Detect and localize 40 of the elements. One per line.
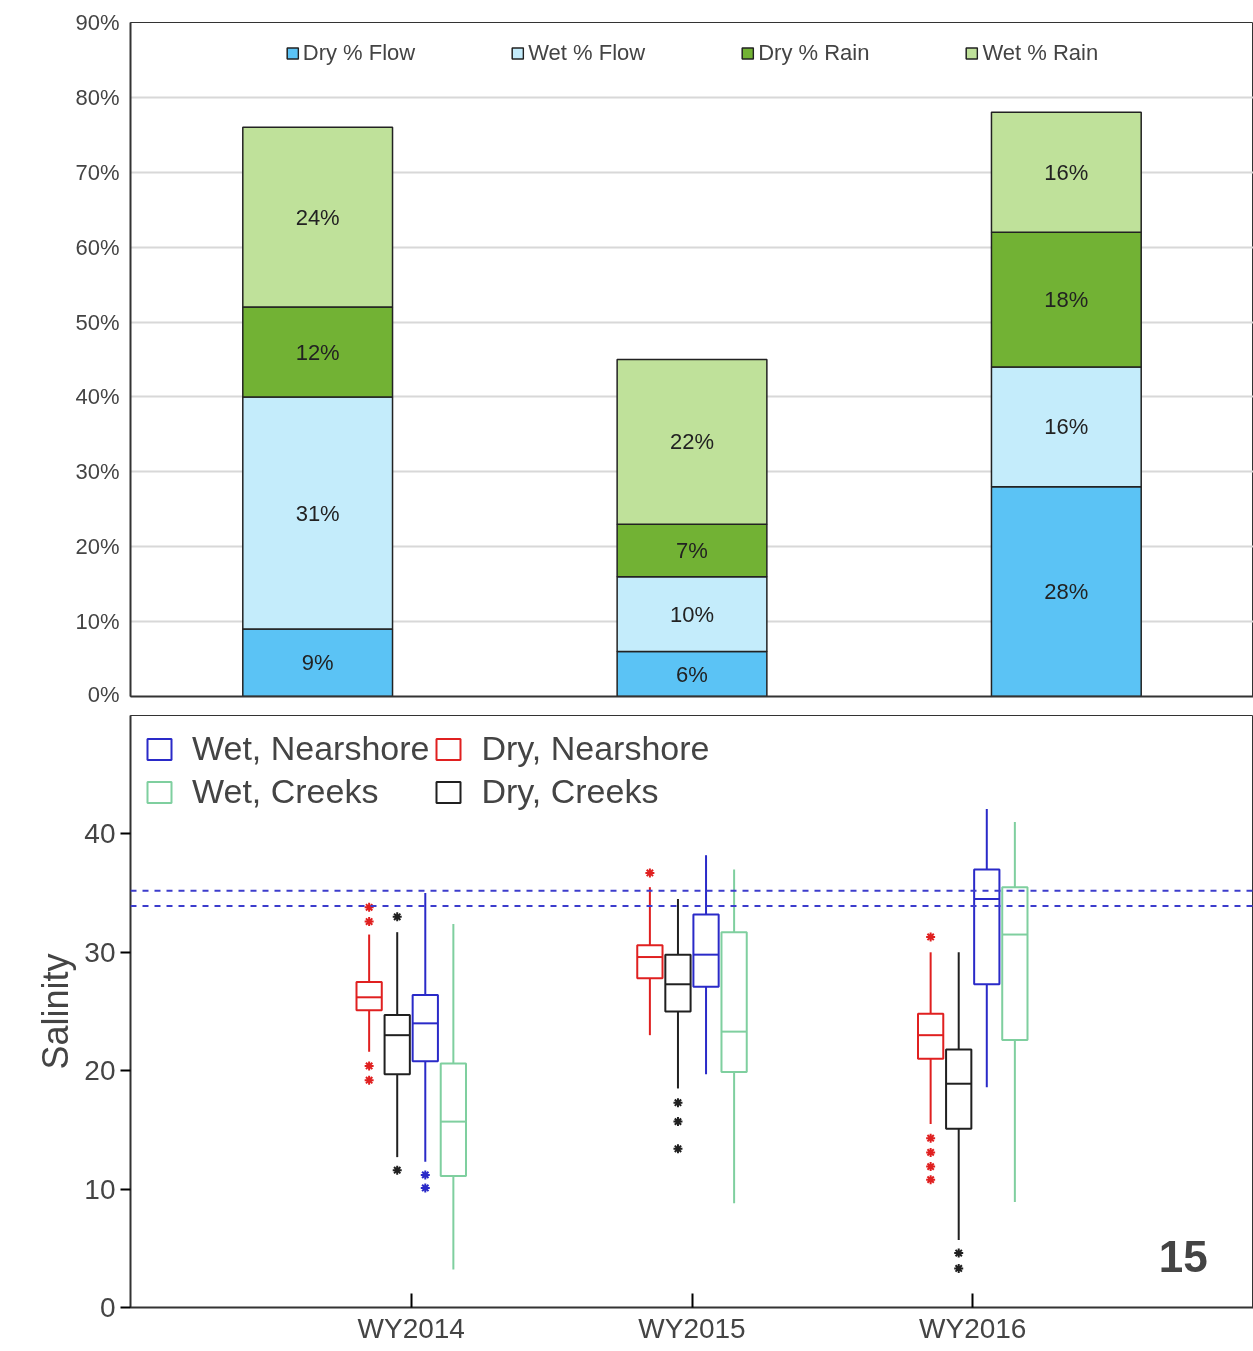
y-axis-title: Salinity xyxy=(35,953,77,1070)
legend-label: Dry, Creeks xyxy=(481,772,659,811)
legend-label: Wet, Creeks xyxy=(192,772,379,811)
data-label: 9% xyxy=(301,650,334,676)
y-tick-label: 0% xyxy=(87,681,120,707)
legend-label: Dry, Nearshore xyxy=(481,729,710,768)
y-tick-label: 60% xyxy=(75,234,120,260)
y-tick-label: 70% xyxy=(75,159,120,185)
x-tick-label: WY2016 xyxy=(919,1312,1027,1344)
legend-label: Wet % Flow xyxy=(528,40,646,66)
annotation: 15 xyxy=(1158,1231,1208,1281)
legend-label: Dry % Flow xyxy=(302,40,416,66)
y-tick-label: 50% xyxy=(75,309,120,335)
data-label: 28% xyxy=(1044,579,1089,605)
data-label: 24% xyxy=(295,204,340,230)
data-label: 18% xyxy=(1044,287,1089,313)
y-tick-label: 10% xyxy=(75,609,120,635)
data-label: 22% xyxy=(669,429,715,455)
data-label: 16% xyxy=(1044,414,1089,440)
data-label: 6% xyxy=(676,661,708,687)
y-tick-label: 40% xyxy=(75,384,120,410)
y-tick-label: 40 xyxy=(84,818,116,850)
y-tick-label: 30% xyxy=(75,459,120,485)
legend-label: Dry % Rain xyxy=(758,40,870,66)
y-tick-label: 10 xyxy=(84,1173,116,1205)
data-label: 31% xyxy=(295,500,340,526)
y-tick-label: 80% xyxy=(75,84,120,110)
legend-label: Wet, Nearshore xyxy=(192,729,430,768)
data-label: 10% xyxy=(669,601,715,627)
legend-label: Wet % Rain xyxy=(982,40,1099,66)
data-label: 7% xyxy=(676,537,708,563)
y-tick-label: 20% xyxy=(75,534,120,560)
data-label: 12% xyxy=(295,339,340,365)
y-tick-label: 0 xyxy=(99,1292,116,1323)
x-tick-label: WY2014 xyxy=(357,1312,465,1344)
y-tick-label: 90% xyxy=(75,10,120,35)
y-tick-label: 30 xyxy=(84,936,116,968)
y-tick-label: 20 xyxy=(84,1055,116,1087)
x-tick-label: WY2015 xyxy=(638,1312,746,1344)
data-label: 16% xyxy=(1044,159,1089,185)
